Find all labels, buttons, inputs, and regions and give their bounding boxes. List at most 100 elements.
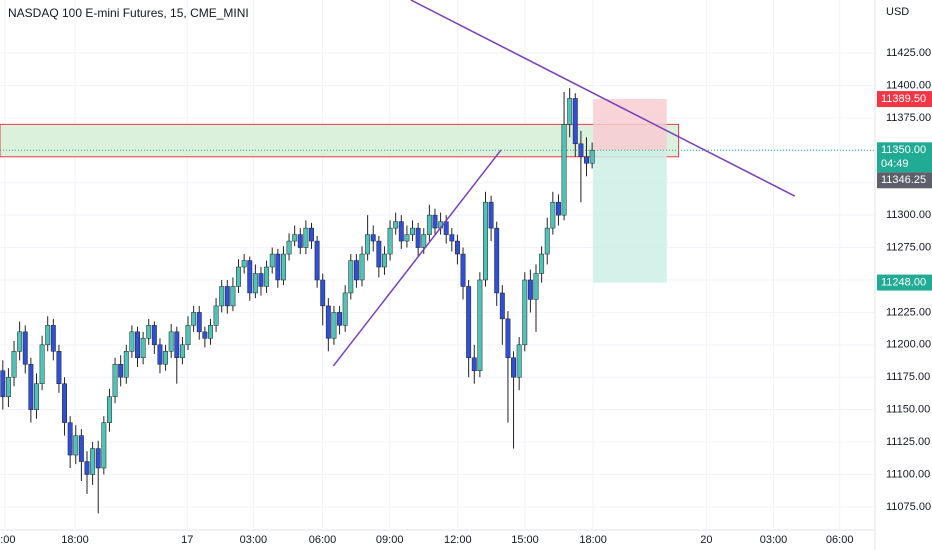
candle-body (426, 214, 432, 235)
x-tick-label: 03:00 (240, 534, 268, 546)
candle-body (0, 370, 6, 397)
candle-body (236, 266, 241, 287)
candle-body (17, 331, 23, 352)
candle-body (264, 266, 270, 287)
candle-body (337, 312, 343, 326)
candle-body (382, 253, 387, 268)
candle-body (208, 325, 213, 339)
candle-body (247, 260, 253, 294)
candle-body (219, 286, 225, 307)
candle-body (112, 364, 118, 397)
candle-body (342, 292, 348, 326)
currency: USD (886, 6, 909, 18)
candle-body (202, 331, 208, 339)
candle-body (309, 227, 314, 242)
x-tick-label: 17 (181, 534, 193, 546)
candle-body (196, 312, 202, 333)
candle-body (505, 318, 511, 359)
candle-body (62, 383, 67, 423)
candle-body (516, 344, 522, 378)
candle-body (370, 234, 376, 242)
candle-body (353, 260, 359, 281)
candle-body (410, 227, 415, 235)
candle-body (544, 227, 550, 255)
candle-body (275, 253, 281, 281)
price-label: 11346.25 (881, 174, 926, 186)
candle-body (415, 227, 421, 248)
y-tick-label: 11150.00 (886, 404, 930, 416)
x-tick-label: 03:00 (760, 534, 788, 546)
candle-body (556, 201, 561, 216)
candle-body (191, 312, 197, 326)
x-tick-label: 5:00 (0, 534, 16, 546)
x-tick-label: 06:00 (826, 534, 854, 546)
y-tick-label: 11200.00 (886, 339, 931, 351)
candle-body (325, 305, 331, 339)
candle-body (213, 305, 219, 326)
x-tick-label: 09:00 (376, 534, 404, 546)
candle-body (258, 273, 264, 287)
trendline (332, 149, 502, 367)
y-tick-label: 11300.00 (886, 209, 931, 221)
candle-body (118, 364, 124, 378)
x-tick-label: 18:00 (61, 534, 89, 546)
candle-body (421, 234, 427, 248)
candle-body (28, 364, 34, 410)
candle-body (163, 351, 169, 365)
candle-body (50, 325, 56, 352)
price-label: 11350.00 (881, 144, 926, 156)
candle-body (252, 273, 258, 294)
candle-body (157, 344, 163, 365)
candle-body (471, 357, 477, 372)
price-label-box (877, 274, 932, 291)
candle-body (230, 286, 236, 307)
candle-body (39, 344, 45, 384)
x-tick-label: 20 (700, 534, 712, 546)
x-tick-label: 12:00 (444, 534, 472, 546)
candle-body (527, 279, 533, 300)
candle-body (241, 260, 247, 268)
candle-body (174, 331, 180, 359)
candle-body (179, 344, 185, 359)
candle-body (454, 240, 460, 255)
y-tick-label: 11175.00 (886, 371, 930, 383)
candle-body (84, 461, 90, 475)
y-tick-label: 11100.00 (886, 468, 930, 480)
candle-body (146, 325, 152, 339)
price-label-box (877, 142, 932, 173)
candle-body (303, 227, 309, 248)
candle-body (432, 214, 438, 229)
candle-body (90, 448, 96, 475)
candle-body (135, 331, 140, 359)
trendline (410, 0, 796, 197)
candle-body (393, 221, 399, 229)
price-label: 11389.50 (881, 93, 926, 105)
candle-body (488, 201, 494, 229)
candle-body (578, 143, 584, 158)
y-tick-label: 11075.00 (886, 501, 931, 513)
candle-body (483, 201, 488, 281)
candle-body (550, 201, 556, 229)
target-area (593, 150, 667, 283)
candle-body (567, 98, 573, 125)
candle-body (123, 351, 129, 378)
x-tick-label: 18:00 (579, 534, 607, 546)
candle-body (314, 240, 320, 281)
price-label: 11248.00 (881, 276, 926, 288)
y-tick-label: 11125.00 (886, 436, 930, 448)
candle-body (106, 396, 112, 423)
candle-body (572, 98, 578, 145)
candle-body (34, 383, 39, 410)
price-label-box (877, 91, 932, 108)
candle-body (269, 253, 275, 268)
candle-body (365, 234, 371, 255)
y-tick-label: 11375.00 (886, 112, 931, 124)
y-tick-label: 11275.00 (886, 241, 931, 253)
candle-body (561, 124, 567, 216)
candle-body (168, 331, 174, 352)
candle-body (499, 292, 505, 320)
price-label-time: 04:49 (881, 158, 909, 170)
candle-body (511, 357, 517, 378)
candle-body (589, 150, 595, 164)
